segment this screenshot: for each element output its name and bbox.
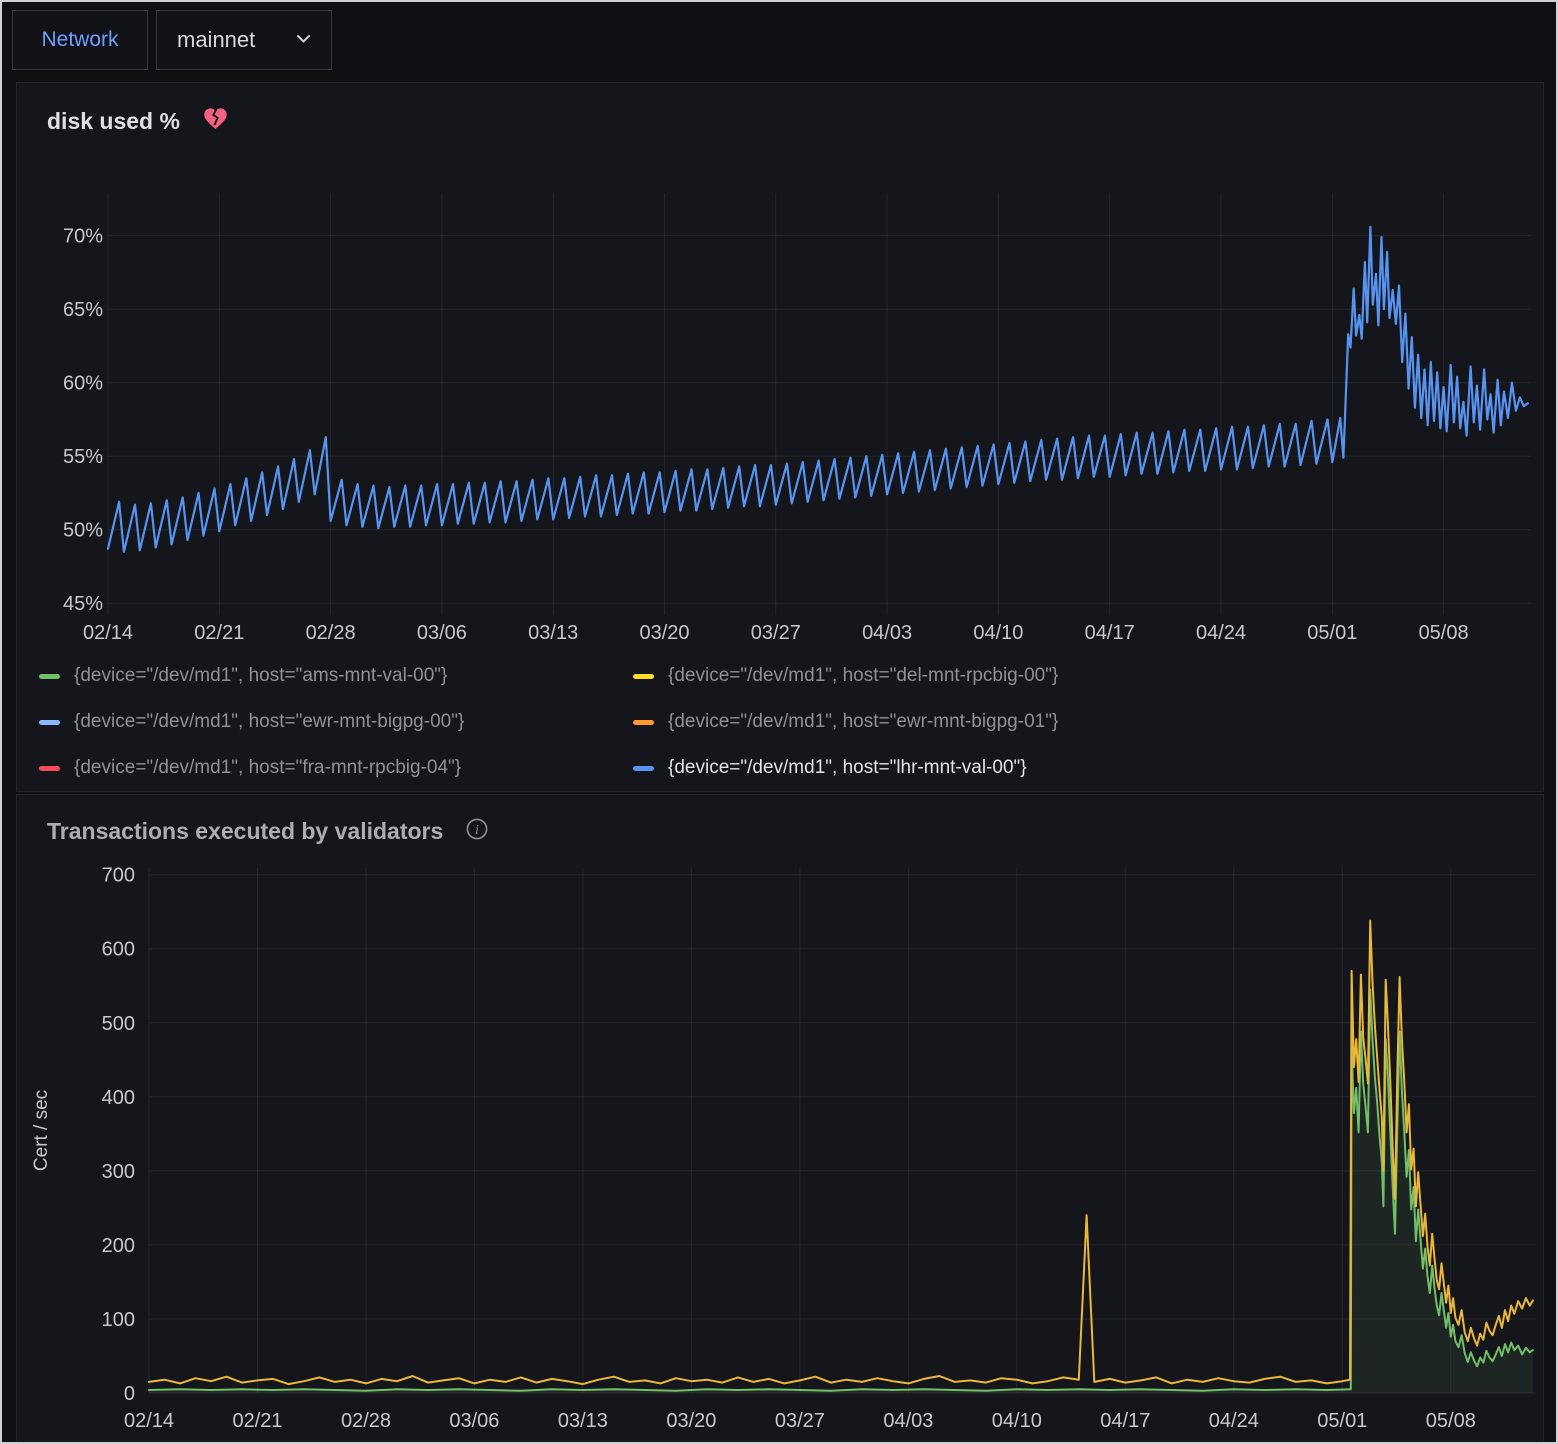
svg-text:03/13: 03/13 bbox=[558, 1410, 608, 1432]
svg-text:70%: 70% bbox=[63, 226, 103, 248]
svg-text:05/08: 05/08 bbox=[1426, 1410, 1476, 1432]
transactions-chart[interactable]: 02/14 02/21 02/28 03/06 03/13 03/20 03/27 04/03… bbox=[17, 853, 1543, 1444]
svg-text:03/20: 03/20 bbox=[666, 1410, 716, 1432]
variable-bar: Network mainnet bbox=[2, 2, 1556, 80]
panel-title: Transactions executed by validators bbox=[47, 818, 444, 844]
svg-text:i: i bbox=[475, 822, 479, 837]
legend-item[interactable]: {device="/dev/md1", host="fra-mnt-rpcbig… bbox=[39, 757, 633, 779]
legend-label: {device="/dev/md1", host="lhr-mnt-val-00… bbox=[668, 757, 1027, 778]
legend-item[interactable]: {device="/dev/md1", host="ewr-mnt-bigpg-… bbox=[633, 711, 1058, 733]
svg-text:03/27: 03/27 bbox=[775, 1410, 825, 1432]
legend-label: {device="/dev/md1", host="ewr-mnt-bigpg-… bbox=[668, 711, 1059, 732]
svg-text:65%: 65% bbox=[63, 299, 103, 321]
svg-text:04/24: 04/24 bbox=[1196, 622, 1246, 644]
disk-legend: {device="/dev/md1", host="ams-mnt-val-00… bbox=[39, 653, 1058, 791]
svg-text:03/20: 03/20 bbox=[639, 622, 689, 644]
svg-text:03/27: 03/27 bbox=[751, 622, 801, 644]
info-icon[interactable]: i bbox=[465, 817, 489, 846]
svg-text:04/17: 04/17 bbox=[1085, 622, 1135, 644]
legend-swatch-icon bbox=[39, 765, 60, 771]
svg-text:04/17: 04/17 bbox=[1100, 1410, 1150, 1432]
svg-text:04/03: 04/03 bbox=[883, 1410, 933, 1432]
legend-swatch-icon bbox=[39, 719, 60, 725]
network-value-dropdown[interactable]: mainnet bbox=[156, 10, 332, 70]
svg-text:100: 100 bbox=[102, 1309, 135, 1331]
svg-text:600: 600 bbox=[102, 939, 135, 961]
svg-text:55%: 55% bbox=[63, 446, 103, 468]
legend-swatch-icon bbox=[633, 765, 654, 771]
svg-text:200: 200 bbox=[102, 1235, 135, 1257]
legend-item[interactable]: {device="/dev/md1", host="ewr-mnt-bigpg-… bbox=[39, 711, 633, 733]
svg-text:02/21: 02/21 bbox=[194, 622, 244, 644]
legend-label: {device="/dev/md1", host="fra-mnt-rpcbig… bbox=[74, 757, 462, 778]
network-variable-label-box: Network bbox=[12, 10, 148, 70]
svg-text:02/14: 02/14 bbox=[83, 622, 133, 644]
network-value: mainnet bbox=[177, 27, 256, 52]
legend-swatch-icon bbox=[39, 673, 60, 679]
svg-text:400: 400 bbox=[102, 1087, 135, 1109]
svg-text:02/28: 02/28 bbox=[341, 1410, 391, 1432]
legend-swatch-icon bbox=[633, 673, 654, 679]
transactions-panel-header[interactable]: Transactions executed by validators i bbox=[17, 795, 1543, 846]
legend-item[interactable]: {device="/dev/md1", host="ams-mnt-val-00… bbox=[39, 665, 633, 687]
svg-text:03/06: 03/06 bbox=[449, 1410, 499, 1432]
svg-text:60%: 60% bbox=[63, 373, 103, 395]
disk-used-panel-header[interactable]: disk used % bbox=[17, 83, 1543, 137]
svg-text:03/13: 03/13 bbox=[528, 622, 578, 644]
chevron-down-icon bbox=[296, 31, 311, 49]
network-variable-label: Network bbox=[41, 28, 119, 51]
svg-text:04/24: 04/24 bbox=[1209, 1410, 1259, 1432]
legend-item[interactable]: {device="/dev/md1", host="del-mnt-rpcbig… bbox=[633, 665, 1058, 687]
svg-text:03/06: 03/06 bbox=[417, 622, 467, 644]
svg-text:05/01: 05/01 bbox=[1317, 1410, 1367, 1432]
legend-item[interactable]: {device="/dev/md1", host="lhr-mnt-val-00… bbox=[633, 757, 1058, 779]
svg-text:500: 500 bbox=[102, 1013, 135, 1035]
svg-text:300: 300 bbox=[102, 1161, 135, 1183]
svg-text:04/03: 04/03 bbox=[862, 622, 912, 644]
legend-swatch-icon bbox=[633, 719, 654, 725]
svg-text:45%: 45% bbox=[63, 593, 103, 615]
broken-heart-icon bbox=[202, 105, 229, 137]
legend-label: {device="/dev/md1", host="ams-mnt-val-00… bbox=[74, 665, 448, 686]
svg-text:04/10: 04/10 bbox=[973, 622, 1023, 644]
legend-label: {device="/dev/md1", host="ewr-mnt-bigpg-… bbox=[74, 711, 465, 732]
svg-text:02/14: 02/14 bbox=[124, 1410, 174, 1432]
svg-text:05/01: 05/01 bbox=[1307, 622, 1357, 644]
svg-text:50%: 50% bbox=[63, 520, 103, 542]
svg-text:Cert / sec: Cert / sec bbox=[31, 1090, 52, 1171]
transactions-panel: Transactions executed by validators i 02… bbox=[16, 794, 1544, 1444]
svg-text:700: 700 bbox=[102, 865, 135, 887]
svg-text:0: 0 bbox=[124, 1383, 135, 1405]
disk-used-chart[interactable]: 02/14 02/21 02/28 03/06 03/13 03/20 03/27 04/03… bbox=[17, 163, 1543, 653]
legend-label: {device="/dev/md1", host="del-mnt-rpcbig… bbox=[668, 665, 1059, 686]
svg-text:02/28: 02/28 bbox=[306, 622, 356, 644]
svg-text:04/10: 04/10 bbox=[992, 1410, 1042, 1432]
svg-text:02/21: 02/21 bbox=[232, 1410, 282, 1432]
panel-title: disk used % bbox=[47, 107, 180, 134]
svg-text:05/08: 05/08 bbox=[1419, 622, 1469, 644]
disk-used-panel: disk used % 02/14 02/21 02/28 03/06 03/13 03/… bbox=[16, 82, 1544, 792]
